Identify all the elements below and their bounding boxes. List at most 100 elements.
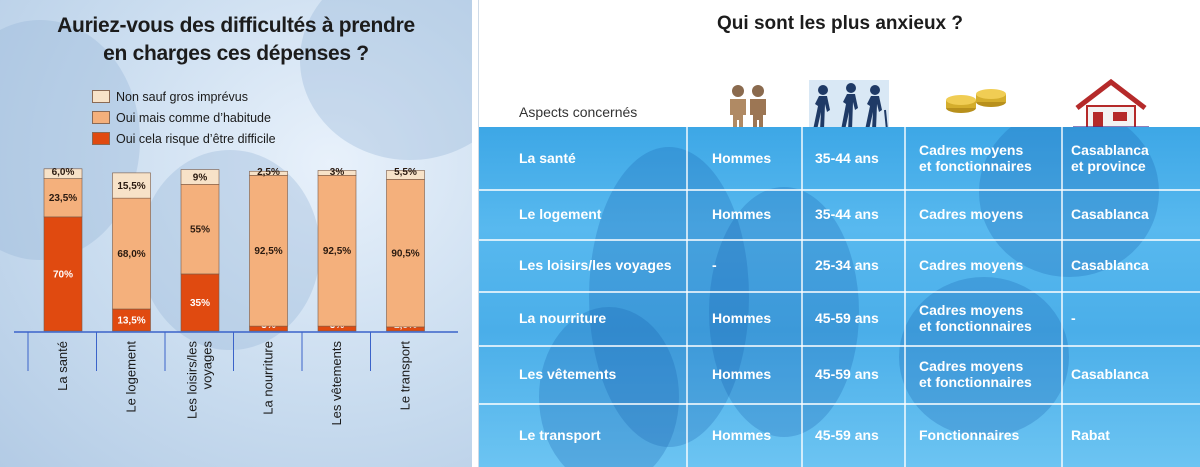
cell-ville-line: Casablanca [1071, 366, 1149, 382]
cell-sexe: Hommes [712, 150, 772, 166]
bar-value-label: 5,5% [394, 167, 417, 178]
cell-ville: Casablanca et province [1071, 127, 1199, 189]
legend-item-difficile: Oui cela risque d’être difficile [92, 128, 276, 149]
cell-csp-lines: Cadres moyens et fonctionnaires [919, 302, 1032, 334]
category-label: Le transport [398, 341, 413, 411]
bar-segment [386, 170, 425, 180]
cell-ville-line: Casablanca [1071, 142, 1149, 158]
cell-csp-line: Cadres moyens [919, 302, 1024, 318]
column-divider [1061, 127, 1063, 467]
column-divider [686, 127, 688, 467]
legend-swatch-non [92, 90, 110, 103]
cell-age: 45-59 ans [815, 427, 879, 443]
cell-sexe: Hommes [712, 427, 772, 443]
bar-segment [317, 175, 357, 327]
cell-ville: - [1071, 291, 1199, 345]
table-row: Le transport Hommes 45-59 ans Fonctionnaire… [479, 403, 1200, 467]
legend-swatch-habitude [92, 111, 110, 124]
cell-ville-lines: Casablanca [1071, 206, 1149, 222]
cell-ville: Casablanca [1071, 189, 1199, 239]
table-row: Le logement Hommes 35-44 ans Cadres moyens C… [479, 189, 1200, 241]
cell-csp-line: et fonctionnaires [919, 158, 1032, 174]
cell-csp-line: Fonctionnaires [919, 427, 1020, 443]
walking-people-icon [809, 80, 889, 132]
cell-aspect: La nourriture [519, 310, 607, 326]
category-label: La santé [55, 341, 70, 391]
bar-segment [317, 170, 357, 176]
legend-item-habitude: Oui mais comme d’habitude [92, 107, 276, 128]
cell-age: 25-34 ans [815, 257, 879, 273]
bar-segment [43, 168, 83, 179]
cell-ville-line: Rabat [1071, 427, 1110, 443]
cell-ville-lines: Casablanca [1071, 366, 1149, 382]
cell-csp-line: et fonctionnaires [919, 374, 1032, 390]
cell-age: 45-59 ans [815, 366, 879, 382]
cell-csp-lines: Cadres moyens et fonctionnaires [919, 142, 1032, 174]
cell-ville-line: - [1071, 310, 1076, 326]
bar-segment [180, 184, 220, 275]
bar-segment [249, 170, 288, 176]
cell-ville-lines: Casablanca et province [1071, 142, 1149, 174]
bar-segment [180, 273, 220, 332]
cell-csp: Cadres moyens et fonctionnaires [919, 127, 1059, 189]
cell-age: 45-59 ans [815, 310, 879, 326]
bar-value-label: 13,5% [117, 315, 145, 326]
cell-csp: Cadres moyens [919, 189, 1059, 239]
cell-sexe: Hommes [712, 310, 772, 326]
bar-segment [112, 172, 151, 199]
cell-ville-line: et province [1071, 158, 1146, 174]
table-row: Les vêtements Hommes 45-59 ans Cadres moyen… [479, 345, 1200, 405]
cell-ville-lines: Casablanca [1071, 257, 1149, 273]
legend-label-non: Non sauf gros imprévus [116, 89, 249, 104]
bar-value-label: 92,5% [254, 246, 282, 257]
anxious-table: La santé Hommes 35-44 ans Cadres moyens et f… [479, 127, 1200, 467]
cell-aspect: Le logement [519, 206, 602, 222]
cell-aspect: Les vêtements [519, 366, 617, 382]
chart-panel: Auriez-vous des difficultés à prendre en… [0, 0, 472, 467]
bar-value-label: 92,5% [323, 246, 351, 257]
cell-age: 35-44 ans [815, 206, 879, 222]
table-row: La santé Hommes 35-44 ans Cadres moyens et f… [479, 127, 1200, 191]
cell-ville-line: Casablanca [1071, 257, 1149, 273]
legend-swatch-difficile [92, 132, 110, 145]
bar-value-label: 68,0% [117, 249, 145, 260]
cell-csp: Cadres moyens et fonctionnaires [919, 291, 1059, 345]
column-divider [801, 127, 803, 467]
cell-csp-lines: Cadres moyens et fonctionnaires [919, 358, 1032, 390]
cell-csp-line: Cadres moyens [919, 358, 1024, 374]
table-row: Les loisirs/les voyages - 25-34 ans Cadres … [479, 239, 1200, 293]
chart-legend: Non sauf gros imprévus Oui mais comme d’… [92, 86, 276, 149]
legend-label-habitude: Oui mais comme d’habitude [116, 110, 271, 125]
bar-value-label: 55% [190, 225, 210, 236]
aspects-header: Aspects concernés [519, 104, 638, 120]
cell-sexe: - [712, 257, 717, 273]
cell-ville-line: Casablanca [1071, 206, 1149, 222]
bar-value-label: 70% [53, 269, 73, 280]
bar-value-label: 35% [190, 298, 210, 309]
cell-csp-lines: Fonctionnaires [919, 427, 1019, 443]
cell-csp-line: et fonctionnaires [919, 318, 1032, 334]
coins-icon [946, 89, 1006, 113]
cell-aspect: La santé [519, 150, 576, 166]
bar-value-label: 9% [193, 172, 208, 183]
cell-sexe: Hommes [712, 366, 772, 382]
cell-ville-lines: Rabat [1071, 427, 1110, 443]
house-icon [1073, 78, 1149, 132]
cell-aspect: Le transport [519, 427, 601, 443]
bar-segment [43, 216, 83, 332]
bar-value-label: 23,5% [49, 193, 77, 204]
category-label: Les loisirs/les [185, 341, 200, 420]
cell-csp: Fonctionnaires [919, 403, 1059, 467]
cell-csp-lines: Cadres moyens [919, 206, 1023, 222]
chart-title-line-1: Auriez-vous des difficultés à prendre [57, 14, 415, 37]
bar-value-label: 3% [330, 167, 345, 178]
cell-ville-lines: - [1071, 310, 1076, 326]
table-row: La nourriture Hommes 45-59 ans Cadres moyen… [479, 291, 1200, 347]
cell-ville: Casablanca [1071, 239, 1199, 291]
cell-csp: Cadres moyens [919, 239, 1059, 291]
cell-ville: Casablanca [1071, 345, 1199, 403]
chart-title-line-2: en charges ces dépenses ? [103, 42, 369, 65]
cell-csp: Cadres moyens et fonctionnaires [919, 345, 1059, 403]
table-title: Qui sont les plus anxieux ? [717, 13, 963, 34]
cell-csp-line: Cadres moyens [919, 142, 1024, 158]
